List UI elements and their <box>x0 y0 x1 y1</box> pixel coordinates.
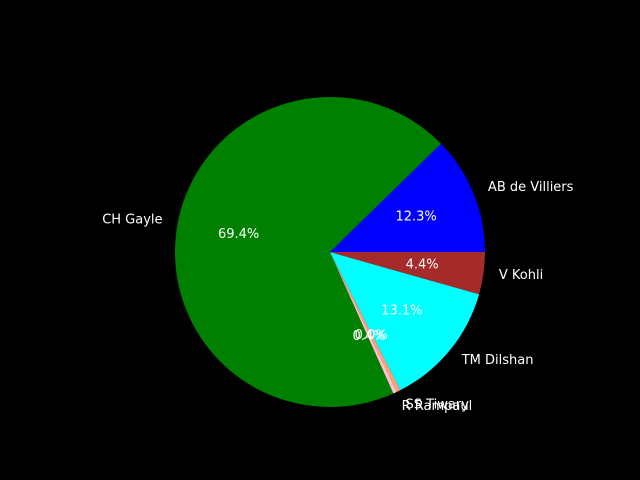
percent-label-v-kohli: 4.4% <box>406 257 439 272</box>
pie-slice-ch-gayle <box>175 96 441 407</box>
percent-label-ch-gayle: 69.4% <box>218 227 259 242</box>
percent-label-ab-de-villiers: 12.3% <box>395 209 436 224</box>
percent-labels: 12.3% 69.4% 0.4%0.0% 13.1% 4.4% <box>218 209 439 343</box>
slice-label-ch-gayle: CH Gayle <box>102 213 162 228</box>
pie-slice-tm-dilshan <box>330 252 480 391</box>
slice-label-tm-dilshan: TM Dilshan <box>461 353 534 368</box>
pie-slice-ss-tiwary <box>330 252 401 392</box>
pie-slice-ab-de-villiers <box>330 143 485 252</box>
slice-label-ab-de-villiers: AB de Villiers <box>488 180 574 195</box>
percent-label-ss-tiwary: 0.0% <box>355 328 388 343</box>
percent-label-r-rampaul: 0.4% <box>353 329 386 344</box>
slice-label-v-kohli: V Kohli <box>499 268 543 283</box>
pie-slices <box>175 96 485 407</box>
pie-slice-r-rampaul <box>330 252 397 394</box>
slice-label-ss-tiwary: SS Tiwary <box>405 397 469 412</box>
slice-label-r-rampaul: R Rampaul <box>402 399 473 414</box>
pie-slice-v-kohli <box>330 252 485 295</box>
percent-label-tm-dilshan: 13.1% <box>381 304 422 319</box>
